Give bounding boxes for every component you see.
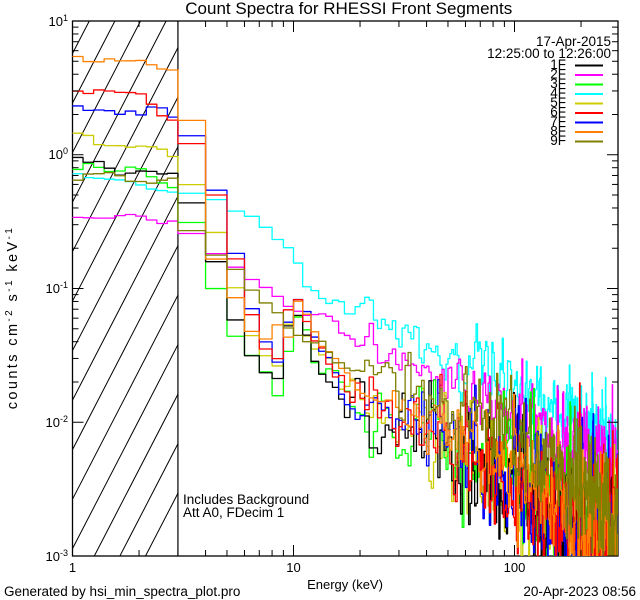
svg-text:Generated by hsi_min_spectra_p: Generated by hsi_min_spectra_plot.pro <box>4 584 240 599</box>
svg-text:1: 1 <box>69 560 76 575</box>
svg-text:Count Spectra for RHESSI Front: Count Spectra for RHESSI Front Segments <box>185 0 512 18</box>
svg-text:100: 100 <box>504 560 526 575</box>
svg-text:10: 10 <box>286 560 300 575</box>
svg-text:20-Apr-2023 08:56: 20-Apr-2023 08:56 <box>523 584 636 599</box>
svg-text:9F: 9F <box>550 133 566 148</box>
svg-text:12:25:00 to 12:26:00: 12:25:00 to 12:26:00 <box>487 46 611 61</box>
svg-text:Energy (keV): Energy (keV) <box>307 577 383 592</box>
svg-text:Att A0, FDecim 1: Att A0, FDecim 1 <box>183 505 284 520</box>
